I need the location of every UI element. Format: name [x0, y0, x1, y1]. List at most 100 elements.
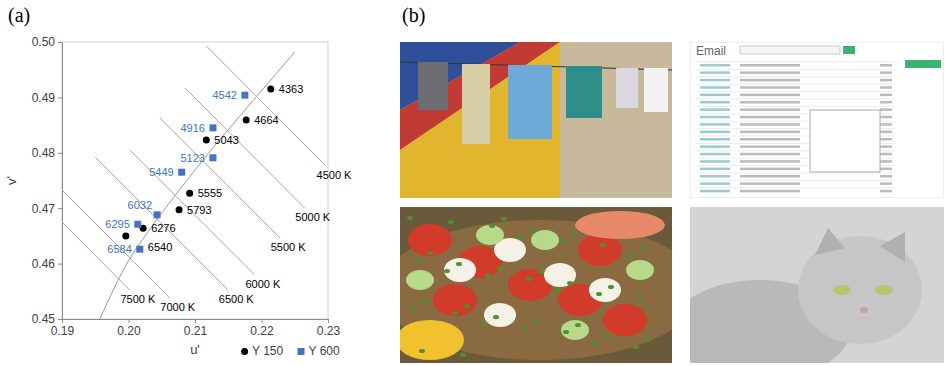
mail-text — [740, 138, 800, 141]
mail-text — [700, 145, 730, 148]
trousers — [462, 64, 490, 144]
point-label: 6032 — [128, 199, 152, 211]
isotherm-line — [95, 157, 228, 290]
mail-text — [880, 108, 892, 111]
tick: 0.50 — [32, 35, 62, 49]
tick-mark — [195, 319, 196, 323]
tick-mark — [262, 319, 263, 323]
mail-text — [740, 116, 800, 119]
mail-text — [700, 71, 730, 74]
photo-laundry — [400, 42, 672, 198]
egg — [484, 303, 516, 327]
series-points — [134, 92, 248, 253]
legend-label: Y 600 — [309, 344, 340, 358]
mail-text — [700, 153, 730, 156]
cucumber — [476, 225, 504, 245]
mail-text — [880, 79, 892, 82]
tick: 0.20 — [117, 319, 141, 338]
mail-row — [695, 106, 895, 107]
sprout — [489, 224, 495, 228]
tick-mark — [58, 264, 62, 265]
apple — [575, 211, 665, 239]
planckian-locus — [100, 52, 295, 319]
mail-text — [700, 131, 730, 134]
tick-label: 0.49 — [32, 91, 56, 105]
point-label: 6540 — [148, 241, 172, 253]
point — [122, 232, 129, 239]
isotherm-line — [206, 46, 326, 166]
sprout — [460, 353, 466, 357]
mail-row — [695, 84, 895, 85]
point-labels: 4363466450435555579362766540454249165123… — [105, 83, 303, 255]
point — [186, 190, 193, 197]
legend-entry: Y 600 — [298, 344, 340, 358]
tick-label: 0.23 — [317, 324, 341, 338]
mail-text — [740, 145, 800, 148]
tick-mark — [328, 319, 329, 323]
photos: Email — [380, 42, 944, 366]
isotherm-label: 6500 K — [219, 293, 255, 305]
mail-text — [740, 86, 800, 89]
mail-text — [880, 86, 892, 89]
point-label: 5043 — [214, 134, 238, 146]
button — [905, 60, 941, 68]
tick-mark — [58, 319, 62, 320]
egg — [544, 263, 576, 287]
sprout — [600, 243, 606, 247]
tick-mark — [58, 97, 62, 98]
sprout — [485, 273, 491, 277]
sprout — [419, 349, 425, 353]
mail-row — [695, 76, 895, 77]
mail-text — [880, 94, 892, 97]
point — [243, 117, 250, 124]
mail-text — [700, 138, 730, 141]
mail-text — [880, 145, 892, 148]
sprout — [456, 262, 462, 266]
cat-ear — [880, 232, 905, 262]
sprout — [481, 322, 487, 326]
point — [203, 137, 210, 144]
sprout — [411, 307, 417, 311]
mail-text — [740, 175, 800, 178]
cucumber — [561, 320, 589, 340]
isotherm-label: 7500 K — [120, 293, 156, 305]
tomato — [408, 224, 452, 256]
point — [178, 169, 185, 176]
tick: 0.21 — [184, 319, 208, 338]
pepper — [400, 320, 464, 360]
mail-text — [740, 71, 800, 74]
mail-text — [740, 182, 800, 185]
plot-marks — [62, 46, 326, 319]
mail-text — [740, 153, 800, 156]
isotherm-label: 7000 K — [160, 301, 196, 313]
tick: 0.47 — [32, 202, 62, 216]
tick-mark — [58, 42, 62, 43]
mail-text — [740, 101, 800, 104]
legend-label: Y 150 — [252, 344, 283, 358]
sprout — [530, 228, 536, 232]
point-label: 4664 — [254, 114, 278, 126]
legend-marker — [241, 348, 248, 355]
tick: 0.45 — [32, 312, 62, 326]
mail-row — [695, 69, 895, 70]
sprout — [448, 220, 454, 224]
sprout — [567, 281, 573, 285]
tick: 0.22 — [250, 319, 274, 338]
sprout — [522, 326, 528, 330]
isotherm-label: 4500 K — [317, 169, 353, 181]
mail-row — [695, 91, 895, 92]
mail-text — [740, 131, 800, 134]
mail-text — [880, 131, 892, 134]
tomato — [433, 284, 477, 316]
y-axis: 0.450.460.470.480.490.50 — [32, 35, 63, 326]
tick: 0.23 — [317, 319, 341, 338]
sprout — [641, 247, 647, 251]
shirt — [616, 68, 638, 108]
sprout — [415, 258, 421, 262]
sprout — [563, 330, 569, 334]
sprout — [464, 304, 470, 308]
series-points — [122, 86, 274, 240]
egg — [589, 278, 621, 302]
mail-text — [740, 190, 800, 193]
tick-label: 0.48 — [32, 146, 56, 160]
